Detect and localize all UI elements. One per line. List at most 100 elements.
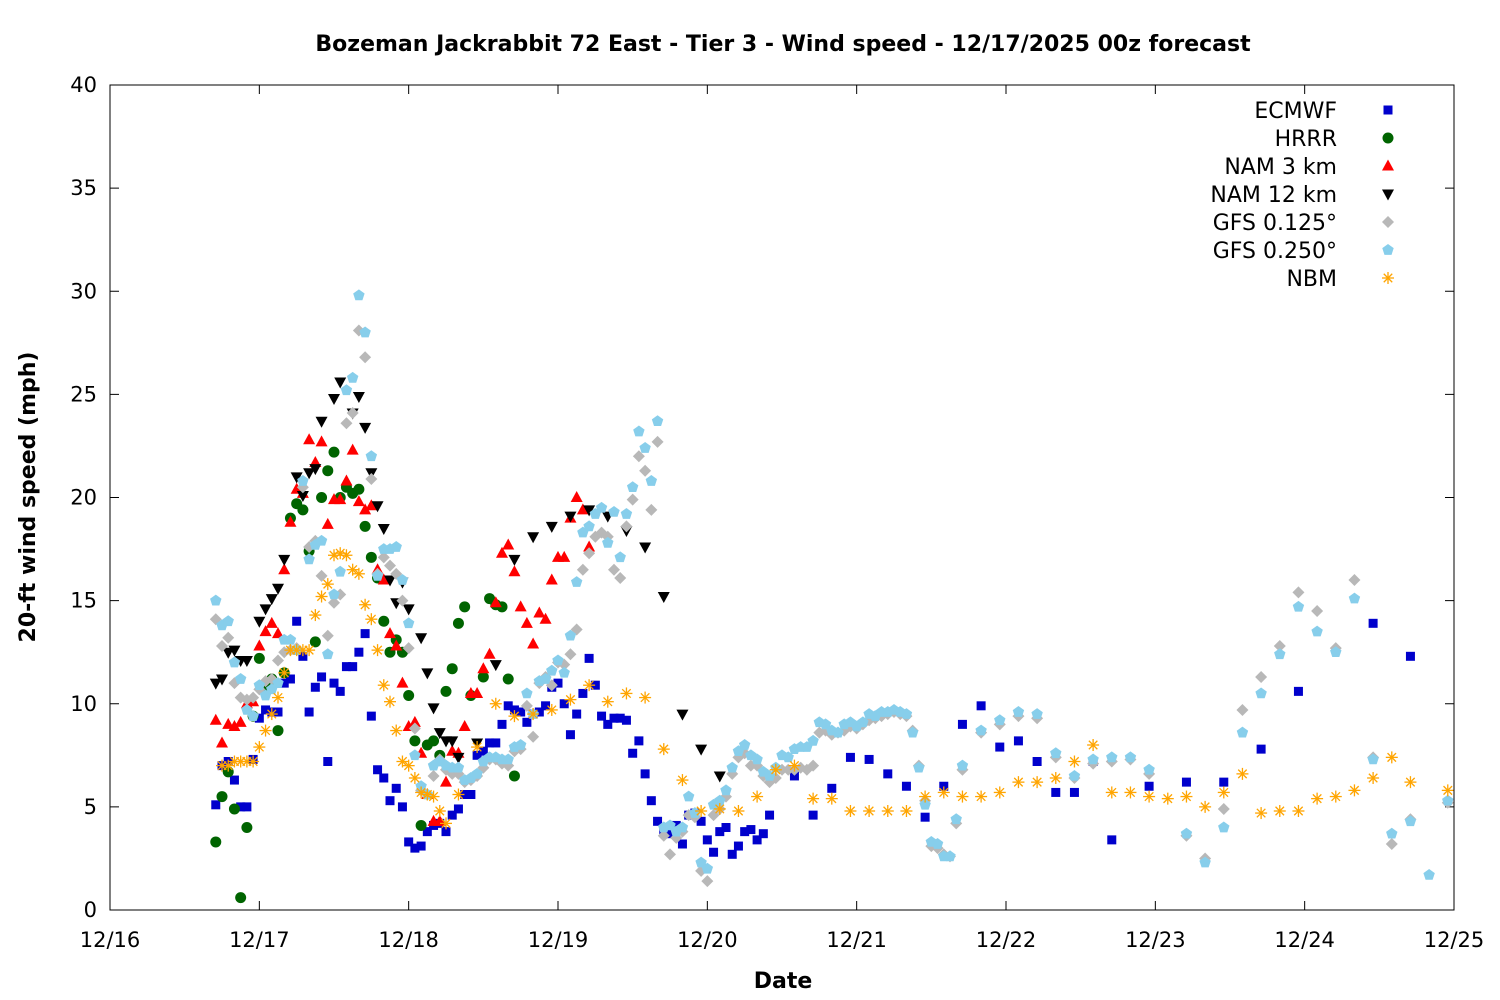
square-marker <box>360 629 370 639</box>
circle-marker <box>216 791 228 803</box>
data-point <box>396 594 409 607</box>
square-marker <box>746 825 756 835</box>
triangle-up-marker <box>315 435 328 447</box>
diamond-marker <box>639 464 652 477</box>
square-marker <box>298 651 308 661</box>
asterisk-stroke <box>366 614 377 624</box>
pentagon-marker <box>1382 244 1394 255</box>
pentagon-marker <box>664 819 676 831</box>
data-point <box>520 616 533 628</box>
data-point <box>665 829 675 839</box>
pentagon-marker <box>228 656 241 668</box>
data-point <box>352 391 365 403</box>
square-marker <box>1293 686 1303 696</box>
data-point <box>359 598 372 611</box>
diamond-marker <box>657 829 670 842</box>
data-point <box>645 503 658 516</box>
asterisk-stroke <box>789 760 800 771</box>
square-marker <box>827 783 837 793</box>
diamond-marker <box>1292 586 1305 599</box>
data-point <box>409 735 421 747</box>
data-point <box>265 594 278 606</box>
data-point <box>371 569 384 581</box>
square-marker <box>534 707 544 717</box>
circle-marker <box>477 671 489 683</box>
data-point <box>408 715 421 727</box>
data-point <box>441 827 451 837</box>
square-marker <box>901 781 911 791</box>
data-point <box>440 775 452 787</box>
data-point <box>428 735 440 747</box>
triangle-up-marker <box>265 616 278 628</box>
pentagon-marker <box>402 617 415 629</box>
square-marker <box>565 730 575 740</box>
data-point <box>316 492 328 503</box>
data-point <box>578 688 588 698</box>
data-point <box>520 699 533 712</box>
triangle-up-marker <box>514 600 527 612</box>
pentagon-marker <box>334 565 346 577</box>
x-tick-label: 12/24 <box>1274 928 1335 952</box>
data-point <box>1199 856 1211 868</box>
data-point <box>284 633 297 645</box>
data-point <box>415 780 427 792</box>
square-marker <box>261 705 271 715</box>
square-marker <box>752 835 762 845</box>
asterisk-stroke <box>1443 785 1453 796</box>
diamond-marker <box>520 699 533 712</box>
square-marker <box>292 616 302 626</box>
triangle-up-marker <box>539 612 552 624</box>
data-point <box>758 829 768 839</box>
series-nbm <box>216 547 1454 830</box>
data-point <box>584 653 594 663</box>
data-point <box>390 639 403 651</box>
data-point <box>713 771 726 783</box>
square-marker <box>1107 835 1117 845</box>
data-point <box>1311 792 1324 805</box>
square-marker <box>385 796 395 806</box>
data-point <box>608 563 620 576</box>
square-marker <box>939 781 949 791</box>
data-point <box>265 708 278 721</box>
pentagon-marker <box>956 759 969 771</box>
triangle-up-marker <box>396 676 409 688</box>
square-marker <box>466 790 476 799</box>
data-point <box>676 709 689 721</box>
square-marker <box>478 746 488 756</box>
triangle-up-marker <box>284 515 297 527</box>
data-point <box>427 703 440 715</box>
asterisk-stroke <box>1405 777 1416 787</box>
data-point <box>1012 776 1025 789</box>
square-marker <box>422 827 432 837</box>
data-point <box>640 769 650 779</box>
triangle-down-marker <box>1382 189 1394 201</box>
triangle-up-marker <box>346 443 359 455</box>
data-point <box>315 590 328 603</box>
data-point <box>714 794 726 806</box>
data-point <box>825 792 838 805</box>
data-point <box>657 829 670 842</box>
square-marker <box>509 705 519 715</box>
asterisk-stroke <box>845 806 856 816</box>
triangle-up-marker <box>570 491 583 502</box>
triangle-up-marker <box>496 546 508 558</box>
data-point <box>272 583 284 595</box>
square-marker <box>609 713 619 723</box>
data-point <box>646 796 656 806</box>
x-tick-label: 12/16 <box>80 928 141 952</box>
square-marker <box>995 742 1005 752</box>
triangle-down-marker <box>272 583 284 595</box>
asterisk-stroke <box>428 791 439 802</box>
pentagon-marker <box>1423 868 1435 880</box>
pentagon-marker <box>639 442 651 453</box>
diamond-marker <box>664 848 676 861</box>
diamond-marker <box>1217 802 1230 815</box>
data-point <box>603 719 613 729</box>
data-point <box>265 616 278 628</box>
data-point <box>421 788 434 801</box>
data-point <box>1049 772 1062 784</box>
data-point <box>315 416 328 428</box>
asterisk-stroke <box>939 787 949 798</box>
diamond-marker <box>216 640 228 652</box>
